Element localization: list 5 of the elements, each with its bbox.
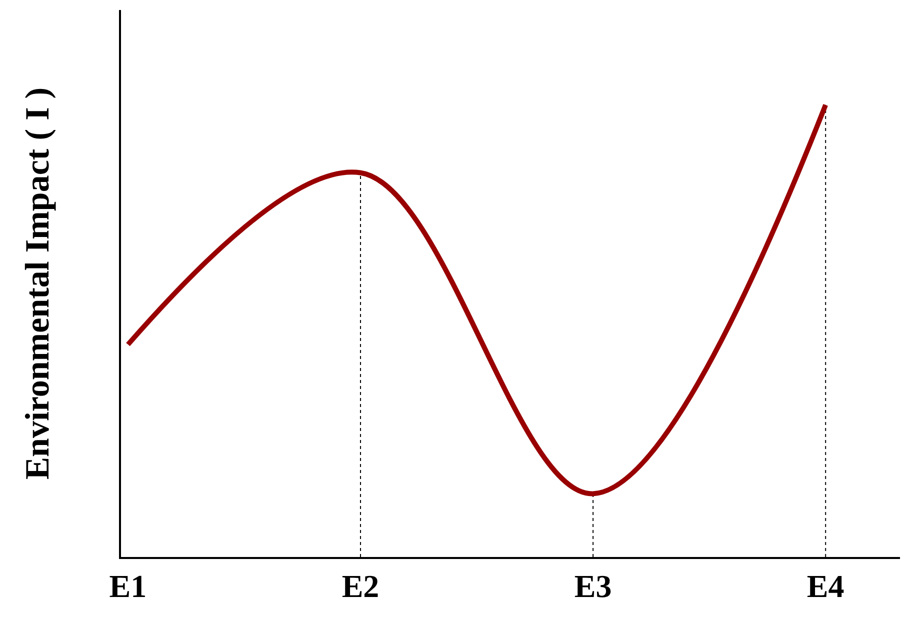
x-tick-label: E3 [574,568,612,604]
y-axis-title: Environmental Impact ( I ) [19,87,56,480]
x-tick-label: E2 [342,568,380,604]
x-tick-label: E4 [806,568,844,604]
x-tick-label: E1 [109,568,147,604]
